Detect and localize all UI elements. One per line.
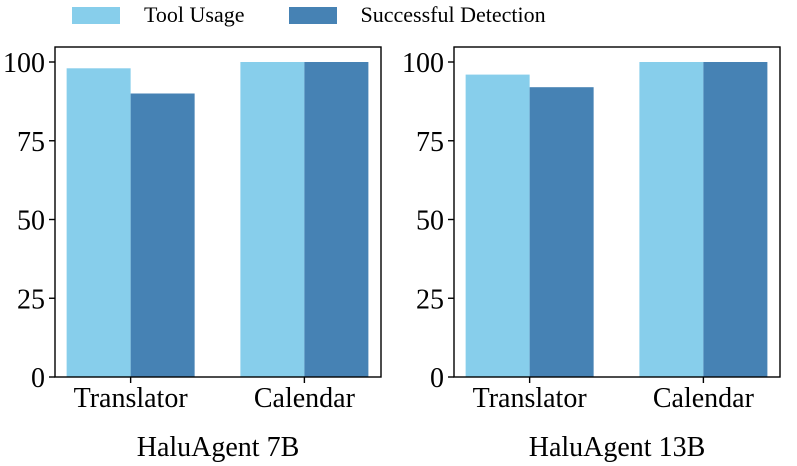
legend-swatch-successful-detection (288, 6, 337, 24)
x-axis-label: HaluAgent 7B (137, 432, 300, 463)
legend-label-successful-detection: Successful Detection (360, 2, 546, 27)
y-tick-label: 0 (31, 363, 45, 394)
plot-frame (54, 46, 382, 378)
bar-translator-tool-usage (66, 68, 131, 378)
chart-panel-2: 0 25 50 75 100 Translator Calendar HaluAgent 13… (402, 46, 781, 463)
bar-translator-successful-detection (130, 93, 195, 377)
x-tick-label-translator: Translator (74, 383, 189, 414)
y-tick-label: 100 (402, 48, 444, 79)
legend-swatch-tool-usage (72, 6, 120, 24)
y-tick-label: 0 (430, 363, 444, 394)
y-tick-label: 75 (17, 127, 45, 158)
bar-calendar-tool-usage (639, 62, 704, 377)
y-tick-label: 75 (416, 127, 444, 158)
y-tick-label: 25 (416, 284, 444, 315)
bar-calendar-successful-detection (304, 62, 369, 377)
bar-translator-tool-usage (465, 74, 530, 377)
legend-label-tool-usage: Tool Usage (144, 2, 245, 27)
y-tick-label: 100 (3, 48, 45, 79)
x-tick-label-calendar: Calendar (254, 383, 356, 414)
bar-translator-successful-detection (529, 87, 594, 377)
chart-panel-1: 0 25 50 75 100 Translator Calendar HaluAgent 7B (3, 46, 382, 463)
y-tick-label: 50 (17, 206, 45, 237)
x-axis-label: HaluAgent 13B (529, 432, 706, 463)
x-tick-label-calendar: Calendar (653, 383, 755, 414)
x-tick-label-translator: Translator (473, 383, 588, 414)
y-tick-label: 25 (17, 284, 45, 315)
bar-calendar-tool-usage (240, 62, 305, 377)
legend: Tool Usage Successful Detection (72, 0, 590, 30)
y-tick-label: 50 (416, 206, 444, 237)
plot-frame (453, 46, 781, 378)
legend-item-successful-detection: Successful Detection (288, 2, 546, 28)
bar-calendar-successful-detection (703, 62, 768, 377)
legend-item-tool-usage: Tool Usage (72, 2, 245, 28)
